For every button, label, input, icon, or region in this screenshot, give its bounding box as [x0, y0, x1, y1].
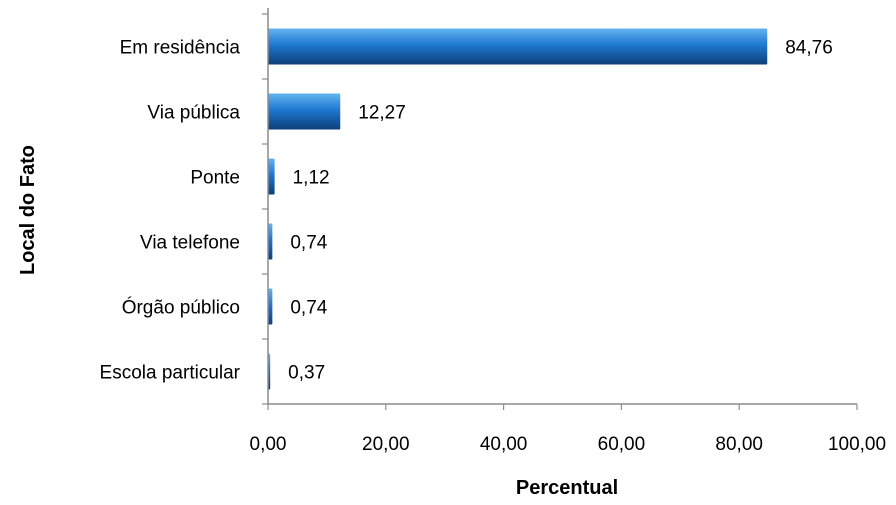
- bar-4: [268, 288, 273, 325]
- y-axis-title: Local do Fato: [17, 145, 39, 275]
- category-label-3: Via telefone: [140, 233, 240, 254]
- x-axis-title: Percentual: [516, 477, 618, 499]
- x-tick-label-4: 80,00: [715, 434, 763, 455]
- value-label-2: 1,12: [293, 168, 330, 189]
- value-label-3: 0,74: [290, 233, 327, 254]
- bar-3: [268, 223, 273, 260]
- x-tick-label-3: 60,00: [598, 434, 646, 455]
- x-tick-label-1: 20,00: [362, 434, 410, 455]
- bar-2: [268, 158, 275, 195]
- value-label-5: 0,37: [288, 363, 325, 384]
- x-tick-label-2: 40,00: [480, 434, 528, 455]
- category-label-4: Órgão público: [122, 297, 240, 319]
- value-label-4: 0,74: [290, 298, 327, 319]
- category-label-5: Escola particular: [100, 363, 241, 384]
- x-tick-label-0: 0,00: [250, 434, 287, 455]
- axes-layer: [262, 8, 858, 410]
- value-label-1: 12,27: [358, 103, 406, 124]
- category-label-2: Ponte: [190, 168, 240, 189]
- bars-layer: [268, 28, 768, 390]
- labels-layer: Em residência 84,76 Via pública 12,27 Ponte 1…: [100, 38, 887, 456]
- category-label-0: Em residência: [120, 38, 241, 59]
- bar-1: [268, 93, 341, 130]
- bar-0: [268, 28, 768, 65]
- category-label-1: Via pública: [147, 103, 240, 124]
- value-label-0: 84,76: [785, 38, 833, 59]
- x-tick-label-5: 100,00: [828, 434, 886, 455]
